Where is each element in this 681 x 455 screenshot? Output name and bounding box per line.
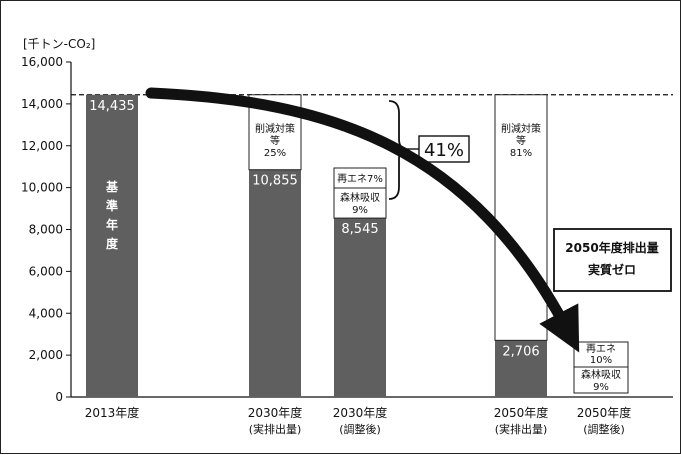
annotation-text: 森林吸収 xyxy=(581,368,621,381)
goal-box xyxy=(553,228,672,292)
bar-inner-text: 基 xyxy=(105,179,119,194)
y-tick-label: 2,000 xyxy=(29,348,63,362)
x-category-label: 2050年度 xyxy=(577,405,632,420)
annotation-text: 削減対策 xyxy=(501,122,541,135)
bar xyxy=(249,169,301,397)
bar-inner-text: 度 xyxy=(106,236,119,251)
annotation-text: 10% xyxy=(590,355,612,366)
x-category-sublabel: (調整後) xyxy=(339,422,381,436)
y-tick-label: 10,000 xyxy=(21,181,63,195)
annotation-text: 再エネ7% xyxy=(337,173,383,185)
y-tick-label: 16,000 xyxy=(21,55,63,69)
bar-value-label: 14,435 xyxy=(89,99,135,114)
reduction-box xyxy=(418,135,470,163)
reduction-arrow xyxy=(145,87,580,353)
bar-inner-text: 準 xyxy=(106,198,118,213)
x-category-label: 2050年度 xyxy=(494,405,549,420)
y-tick-label: 0 xyxy=(55,390,63,404)
annotation-text: 9% xyxy=(593,382,609,393)
goal-text: 実質ゼロ xyxy=(588,262,636,277)
x-category-sublabel: (実排出量) xyxy=(249,422,302,436)
y-tick-label: 12,000 xyxy=(21,139,63,153)
bar-inner-text: 年 xyxy=(106,217,118,232)
annotation-box xyxy=(333,187,387,219)
bar-value-label: 2,706 xyxy=(502,344,539,359)
y-tick-label: 4,000 xyxy=(29,306,63,320)
annotations: 削減対策等25%再エネ7%森林吸収9%削減対策等81%再エネ10%森林吸収9%4… xyxy=(145,87,672,394)
y-tick-label: 14,000 xyxy=(21,97,63,111)
bar xyxy=(495,340,547,397)
bar-value-label: 8,545 xyxy=(341,222,378,237)
x-category-label: 2013年度 xyxy=(85,405,140,420)
annotation-text: 森林吸収 xyxy=(340,191,380,204)
annotation-text: 81% xyxy=(510,148,532,159)
annotation-box xyxy=(494,94,548,341)
goal-text: 2050年度排出量 xyxy=(565,240,658,255)
annotation-box xyxy=(573,366,629,394)
bar-value-label: 10,855 xyxy=(252,174,298,189)
annotation-box xyxy=(573,341,629,368)
annotation-text: 等 xyxy=(516,134,526,147)
bar xyxy=(86,94,138,398)
bar xyxy=(334,218,386,397)
axes: 0 2,000 4,000 6,000 8,000 10,000 12,000 14,000 1… xyxy=(21,55,673,436)
y-tick-label: 8,000 xyxy=(29,223,63,237)
x-category-label: 2030年度 xyxy=(333,405,388,420)
annotation-text: 削減対策 xyxy=(255,122,295,135)
x-category-label: 2030年度 xyxy=(248,405,303,420)
annotation-text: 25% xyxy=(264,148,286,159)
x-category-sublabel: (実排出量) xyxy=(495,422,548,436)
annotation-text: 再エネ xyxy=(586,343,616,355)
unit-label: [千トン-CO₂] xyxy=(23,37,95,51)
x-category-sublabel: (調整後) xyxy=(583,422,625,436)
reduction-label: 41% xyxy=(424,140,464,161)
y-tick-label: 6,000 xyxy=(29,264,63,278)
annotation-text: 9% xyxy=(352,205,368,216)
annotation-text: 等 xyxy=(270,134,280,147)
